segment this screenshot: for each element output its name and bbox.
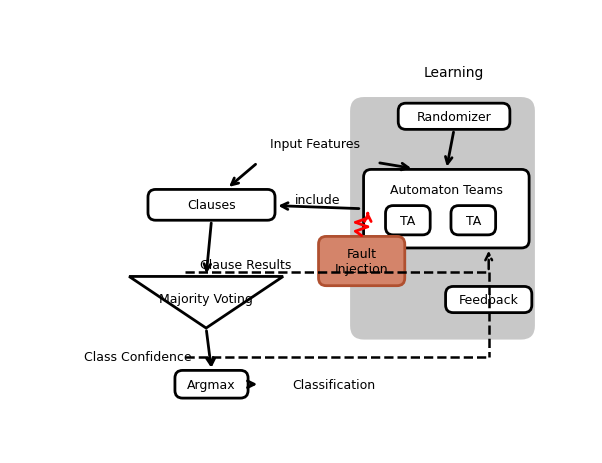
Text: Automaton Teams: Automaton Teams xyxy=(390,183,503,196)
FancyBboxPatch shape xyxy=(175,370,248,398)
Text: Learning: Learning xyxy=(424,65,484,80)
Text: Majority Voting: Majority Voting xyxy=(159,292,253,305)
Text: Classification: Classification xyxy=(293,378,376,391)
FancyBboxPatch shape xyxy=(318,237,405,286)
Text: Randomizer: Randomizer xyxy=(417,111,491,124)
Text: include: include xyxy=(295,194,341,206)
Text: Feedback: Feedback xyxy=(459,294,519,307)
FancyBboxPatch shape xyxy=(445,287,532,313)
Text: Fault
Injection: Fault Injection xyxy=(335,248,388,275)
Text: Input Features: Input Features xyxy=(270,138,361,150)
FancyBboxPatch shape xyxy=(451,206,495,235)
Text: Class Confidence: Class Confidence xyxy=(84,350,192,363)
Text: TA: TA xyxy=(466,214,481,227)
Text: Clauses: Clauses xyxy=(187,199,236,212)
FancyBboxPatch shape xyxy=(399,104,510,130)
Text: Argmax: Argmax xyxy=(187,378,236,391)
FancyBboxPatch shape xyxy=(148,190,275,221)
FancyBboxPatch shape xyxy=(385,206,430,235)
Text: TA: TA xyxy=(400,214,415,227)
FancyBboxPatch shape xyxy=(350,98,535,340)
Text: Clause Results: Clause Results xyxy=(200,258,292,271)
FancyBboxPatch shape xyxy=(364,170,529,249)
